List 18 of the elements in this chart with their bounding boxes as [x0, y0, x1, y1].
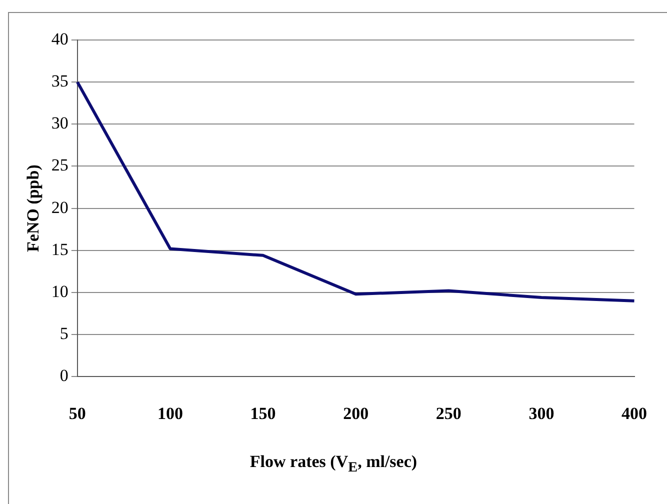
y-axis-title: FeNO (ppb) [24, 164, 43, 252]
x-tick-label: 200 [343, 404, 369, 424]
x-tick-label: 250 [436, 404, 462, 424]
y-tick-label: 0 [60, 366, 68, 386]
y-tick-label: 30 [51, 114, 68, 133]
x-tick-label: 50 [68, 404, 86, 424]
y-tick-label: 40 [51, 29, 68, 48]
y-tick-label: 25 [51, 156, 68, 175]
y-tick-label: 10 [51, 282, 68, 301]
y-tick-label: 35 [51, 72, 68, 91]
x-tick-label: 300 [528, 404, 554, 424]
y-tick-label: 5 [60, 324, 68, 343]
y-tick-label: 20 [51, 198, 68, 217]
x-tick-label: 150 [250, 404, 276, 424]
x-tick-label: 400 [622, 404, 647, 424]
x-tick-label: 100 [157, 404, 183, 424]
y-tick-label: 15 [51, 240, 68, 259]
x-axis-title: Flow rates (V$_{E}$, ml/sec) [248, 452, 418, 476]
